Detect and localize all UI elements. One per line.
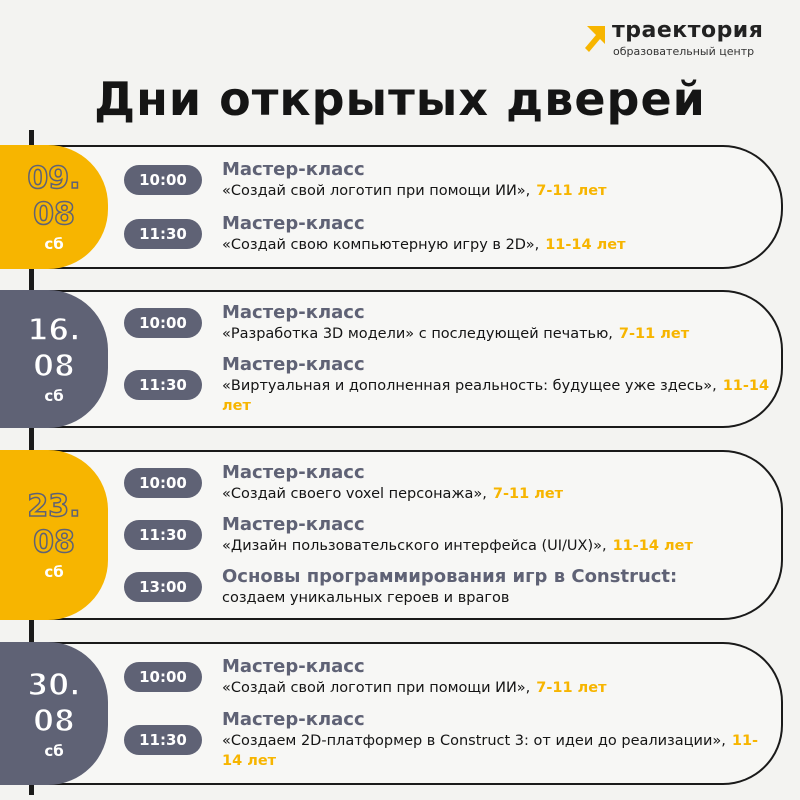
age: 7-11 лет [492, 486, 564, 502]
time: 11:30 [124, 370, 202, 400]
title: Дни открытых дверей [94, 72, 706, 126]
day-card: 10:00 Мастер-класс «Разработка 3D модели» … [30, 290, 783, 428]
date-day: 09. [27, 160, 82, 197]
event-text: Мастер-класс «Разработка 3D модели» с пос… [222, 302, 772, 344]
event-text: Мастер-класс «Создай свой логотип при пом… [222, 656, 772, 698]
logo-mark [585, 26, 605, 52]
description-text: «Создай свой логотип при помощи ИИ», [222, 183, 531, 199]
event-heading: Мастер-класс [222, 213, 365, 234]
event-text: Мастер-класс «Создай своего voxel персона… [222, 462, 772, 504]
event: 11:30 Мастер-класс «Дизайн пользовательско… [124, 514, 781, 556]
age: 7-11 лет [536, 183, 607, 199]
event-text: Мастер-класс «Создай свой логотип при пом… [222, 159, 772, 201]
date-month: 08 [32, 524, 75, 561]
time: 10:00 [124, 468, 202, 498]
date-day: 16. [27, 312, 82, 349]
weekday: сб [44, 563, 64, 581]
event-text: Мастер-класс «Создаем 2D-платформер в Con… [222, 709, 772, 771]
weekday: сб [44, 235, 64, 253]
description-text: «Дизайн пользовательского интерфейса (UI… [222, 538, 607, 554]
event: 13:00 Основы программирования игр в Const… [124, 566, 781, 608]
event: 10:00 Мастер-класс «Создай своего voxel пе… [124, 462, 781, 504]
time: 10:00 [124, 308, 202, 338]
date-badge: 09. 08 сб [0, 145, 108, 269]
age: 7-11 лет [618, 326, 690, 342]
event-description: «Дизайн пользовательского интерфейса (UI… [222, 536, 772, 556]
event-description: «Создай свой логотип при помощи ИИ», 7-11… [222, 181, 772, 201]
logo-subtitle: образовательный центр [613, 45, 755, 58]
event-description: «Создай свою компьютерную игру в 2D», 11-… [222, 235, 772, 255]
event: 10:00 Мастер-класс «Создай свой логотип пр… [124, 656, 781, 698]
day-card: 10:00 Мастер-класс «Создай своего voxel пе… [30, 450, 783, 620]
description-text: создаем уникальных героев и врагов [222, 590, 510, 606]
event-heading: Мастер-класс [222, 514, 365, 535]
event-text: Мастер-класс «Дизайн пользовательского ин… [222, 514, 772, 556]
day-card: 10:00 Мастер-класс «Создай свой логотип пр… [30, 145, 783, 269]
time: 13:00 [124, 572, 202, 602]
event-text: Мастер-класс «Виртуальная и дополненная р… [222, 354, 772, 416]
event: 11:30 Мастер-класс «Создай свою компьютерн… [124, 213, 781, 255]
age: 11-14 лет [222, 733, 759, 770]
weekday: сб [44, 741, 64, 760]
event-heading: Мастер-класс [222, 655, 365, 677]
date-day: 23. [27, 488, 82, 525]
age: 11-14 лет [612, 538, 693, 554]
event-description: «Создай свой логотип при помощи ИИ», 7-11… [222, 678, 772, 698]
time: 10:00 [124, 165, 202, 195]
event-heading: Мастер-класс [222, 302, 365, 323]
event-heading: Мастер-класс [222, 462, 365, 483]
event-heading: Мастер-класс [222, 354, 365, 375]
date-day: 30. [27, 667, 82, 704]
description-text: «Создаем 2D-платформер в Construct 3: от… [222, 733, 726, 750]
date-month: 08 [32, 348, 75, 385]
description-text: «Виртуальная и дополненная реальность: б… [222, 378, 717, 394]
event-description: «Разработка 3D модели» с последующей печ… [222, 324, 772, 344]
time: 11:30 [124, 725, 202, 756]
event: 10:00 Мастер-класс «Разработка 3D модели» … [124, 302, 781, 344]
date-badge: 16. 08 сб [0, 290, 108, 428]
date-month: 08 [32, 703, 75, 740]
time: 10:00 [124, 661, 202, 692]
description-text: «Создай своего voxel персонажа», [222, 486, 487, 502]
time: 11:30 [124, 520, 202, 550]
date-month: 08 [32, 196, 75, 233]
age: 11-14 лет [545, 237, 626, 253]
event-heading: Мастер-класс [222, 159, 365, 180]
event: 11:30 Мастер-класс «Виртуальная и дополнен… [124, 354, 781, 416]
logo-name: траектория [612, 18, 764, 43]
event-heading: Основы программирования игр в Construct: [222, 566, 678, 587]
description-text: «Разработка 3D модели» с последующей печ… [222, 326, 613, 342]
event-description: «Создаем 2D-платформер в Construct 3: от… [222, 731, 772, 771]
event: 10:00 Мастер-класс «Создай свой логотип пр… [124, 159, 781, 201]
event-text: Мастер-класс «Создай свою компьютерную иг… [222, 213, 772, 255]
date-badge: 23. 08 сб [0, 450, 108, 620]
event-description: создаем уникальных героев и врагов [222, 588, 772, 608]
day-card: 10:00 Мастер-класс «Создай свой логотип пр… [30, 642, 783, 785]
age: 7-11 лет [536, 679, 607, 696]
age: 11-14 лет [222, 378, 770, 414]
time: 11:30 [124, 219, 202, 249]
weekday: сб [44, 387, 64, 405]
event-description: «Создай своего voxel персонажа», 7-11 лет [222, 484, 772, 504]
date-badge: 30. 08 сб [0, 642, 108, 785]
description-text: «Создай свой логотип при помощи ИИ», [222, 679, 531, 696]
description-text: «Создай свою компьютерную игру в 2D», [222, 237, 540, 253]
event-text: Основы программирования игр в Construct:… [222, 566, 772, 608]
event-heading: Мастер-класс [222, 709, 365, 731]
event: 11:30 Мастер-класс «Создаем 2D-платформер … [124, 709, 781, 771]
event-description: «Виртуальная и дополненная реальность: б… [222, 376, 772, 416]
